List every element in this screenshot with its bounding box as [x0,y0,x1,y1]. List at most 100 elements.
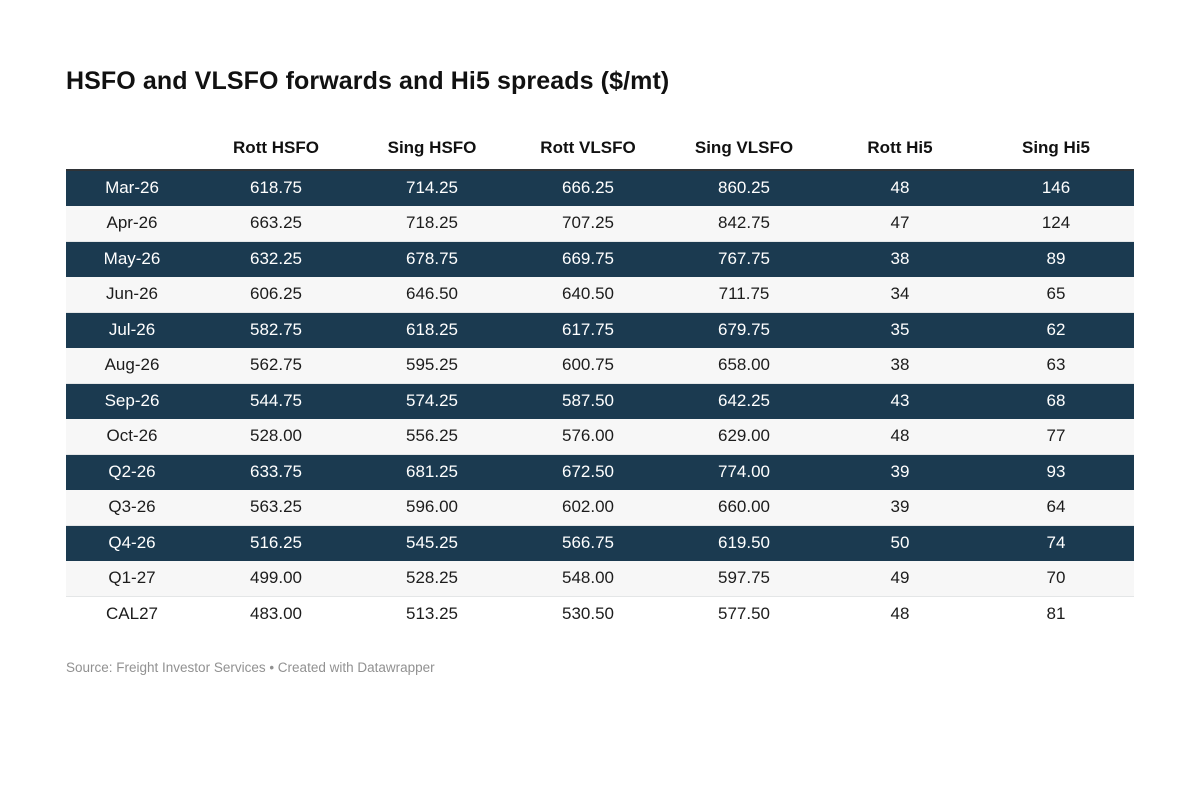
row-label: Apr-26 [66,205,198,242]
table-row: Jun-26 606.25 646.50 640.50 711.75 34 65 [66,276,1134,313]
table-row: Jul-26 582.75 618.25 617.75 679.75 35 62 [66,312,1134,348]
value-cell: 574.25 [354,383,510,419]
table-row: Oct-26 528.00 556.25 576.00 629.00 48 77 [66,418,1134,455]
value-cell: 582.75 [198,312,354,348]
value-cell: 672.50 [510,454,666,490]
value-cell: 556.25 [354,418,510,455]
value-cell: 640.50 [510,276,666,313]
value-cell: 34 [822,276,978,313]
row-label: Q4-26 [66,525,198,561]
value-cell: 65 [978,276,1134,313]
value-cell: 74 [978,525,1134,561]
table-row: Q2-26 633.75 681.25 672.50 774.00 39 93 [66,454,1134,490]
value-cell: 666.25 [510,170,666,206]
row-label: Sep-26 [66,383,198,419]
value-cell: 48 [822,418,978,455]
value-cell: 767.75 [666,241,822,277]
value-cell: 89 [978,241,1134,277]
header-row: Rott HSFO Sing HSFO Rott VLSFO Sing VLSFO Ro… [66,131,1134,170]
value-cell: 860.25 [666,170,822,206]
value-cell: 68 [978,383,1134,419]
row-label: Jul-26 [66,312,198,348]
value-cell: 660.00 [666,489,822,526]
value-cell: 562.75 [198,347,354,384]
row-label: May-26 [66,241,198,277]
value-cell: 566.75 [510,525,666,561]
value-cell: 483.00 [198,596,354,632]
row-label: Mar-26 [66,170,198,206]
value-cell: 681.25 [354,454,510,490]
row-label: Aug-26 [66,347,198,384]
value-cell: 595.25 [354,347,510,384]
value-cell: 606.25 [198,276,354,313]
value-cell: 48 [822,596,978,632]
table-row: Q4-26 516.25 545.25 566.75 619.50 50 74 [66,525,1134,561]
value-cell: 587.50 [510,383,666,419]
value-cell: 545.25 [354,525,510,561]
row-label-header [66,131,198,170]
value-cell: 679.75 [666,312,822,348]
value-cell: 577.50 [666,596,822,632]
value-cell: 528.25 [354,560,510,597]
table-row: Aug-26 562.75 595.25 600.75 658.00 38 63 [66,347,1134,384]
value-cell: 617.75 [510,312,666,348]
table-page: HSFO and VLSFO forwards and Hi5 spreads … [0,66,1200,675]
row-label: Jun-26 [66,276,198,313]
value-cell: 602.00 [510,489,666,526]
column-header-rott-hi5: Rott Hi5 [867,138,933,157]
value-cell: 47 [822,205,978,242]
table-row: May-26 632.25 678.75 669.75 767.75 38 89 [66,241,1134,277]
value-cell: 70 [978,560,1134,597]
table-row: Mar-26 618.75 714.25 666.25 860.25 48 146 [66,170,1134,206]
value-cell: 35 [822,312,978,348]
value-cell: 64 [978,489,1134,526]
column-header-rott-hsfo: Rott HSFO [233,138,319,157]
forwards-table: Rott HSFO Sing HSFO Rott VLSFO Sing VLSFO Ro… [66,131,1134,632]
value-cell: 38 [822,241,978,277]
value-cell: 633.75 [198,454,354,490]
value-cell: 516.25 [198,525,354,561]
value-cell: 548.00 [510,560,666,597]
table-body: Mar-26 618.75 714.25 666.25 860.25 48 146 Apr-2… [66,170,1134,632]
value-cell: 714.25 [354,170,510,206]
value-cell: 63 [978,347,1134,384]
value-cell: 842.75 [666,205,822,242]
table-row: Q3-26 563.25 596.00 602.00 660.00 39 64 [66,489,1134,526]
value-cell: 658.00 [666,347,822,384]
value-cell: 678.75 [354,241,510,277]
value-cell: 81 [978,596,1134,632]
value-cell: 596.00 [354,489,510,526]
value-cell: 50 [822,525,978,561]
value-cell: 669.75 [510,241,666,277]
value-cell: 93 [978,454,1134,490]
value-cell: 62 [978,312,1134,348]
column-header-rott-vlsfo: Rott VLSFO [540,138,636,157]
value-cell: 642.25 [666,383,822,419]
value-cell: 707.25 [510,205,666,242]
value-cell: 563.25 [198,489,354,526]
row-label: Oct-26 [66,418,198,455]
value-cell: 146 [978,170,1134,206]
value-cell: 48 [822,170,978,206]
value-cell: 619.50 [666,525,822,561]
value-cell: 124 [978,205,1134,242]
row-label: Q1-27 [66,560,198,597]
value-cell: 43 [822,383,978,419]
value-cell: 618.75 [198,170,354,206]
table-header: Rott HSFO Sing HSFO Rott VLSFO Sing VLSFO Ro… [66,131,1134,170]
row-label: Q3-26 [66,489,198,526]
table-row: CAL27 483.00 513.25 530.50 577.50 48 81 [66,596,1134,632]
value-cell: 718.25 [354,205,510,242]
value-cell: 597.75 [666,560,822,597]
value-cell: 576.00 [510,418,666,455]
value-cell: 600.75 [510,347,666,384]
value-cell: 629.00 [666,418,822,455]
table-row: Apr-26 663.25 718.25 707.25 842.75 47 124 [66,205,1134,242]
value-cell: 499.00 [198,560,354,597]
column-header-sing-vlsfo: Sing VLSFO [694,138,794,157]
value-cell: 774.00 [666,454,822,490]
chart-title: HSFO and VLSFO forwards and Hi5 spreads … [66,67,670,95]
value-cell: 39 [822,454,978,490]
column-header-sing-hi5: Sing Hi5 [1021,138,1090,157]
table-row: Sep-26 544.75 574.25 587.50 642.25 43 68 [66,383,1134,419]
